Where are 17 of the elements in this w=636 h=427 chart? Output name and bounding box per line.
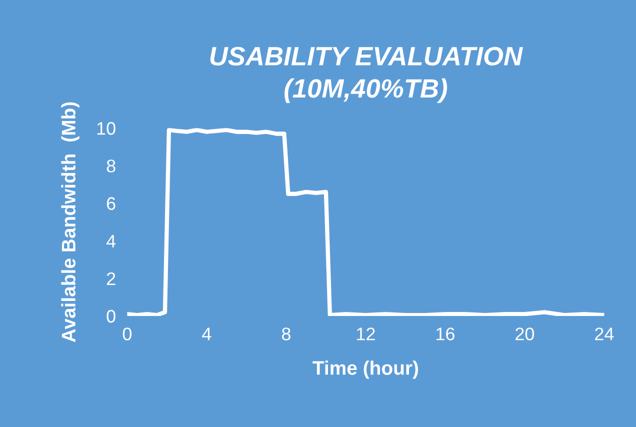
chart-title: USABILITY EVALUATION (10M,40%TB) bbox=[210, 46, 524, 104]
line-series bbox=[127, 128, 604, 316]
x-tick-label: 8 bbox=[282, 328, 290, 340]
x-tick-label: 0 bbox=[122, 328, 132, 340]
y-axis-title: Available Bandwidth (Mb) bbox=[61, 102, 80, 342]
y-tick-label: 6 bbox=[106, 197, 116, 210]
x-tick-label: 20 bbox=[516, 328, 534, 340]
x-tick-label: 24 bbox=[595, 328, 614, 340]
y-tick-label: 10 bbox=[97, 122, 116, 135]
y-tick-label: 2 bbox=[106, 272, 116, 285]
x-axis-title: Time (hour) bbox=[312, 360, 418, 379]
x-tick-label: 12 bbox=[357, 328, 375, 340]
y-tick-label: 8 bbox=[106, 160, 116, 172]
y-tick-label: 0 bbox=[106, 310, 116, 323]
x-tick-label: 4 bbox=[202, 328, 212, 340]
y-tick-label: 4 bbox=[106, 234, 116, 248]
x-tick-label: 16 bbox=[436, 328, 454, 340]
